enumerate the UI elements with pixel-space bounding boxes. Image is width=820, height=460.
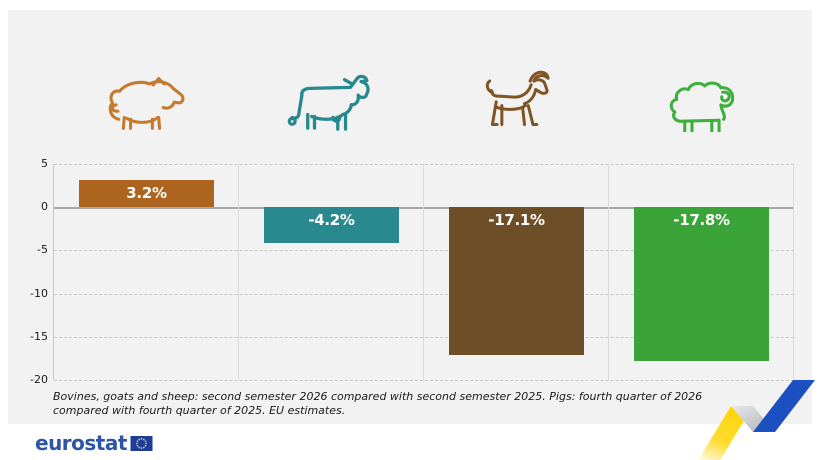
zero-gridline: [54, 207, 794, 210]
icon-cell-sheep: [608, 62, 793, 132]
icon-cell-goats: [423, 62, 608, 132]
animal-icons-row: [53, 62, 793, 132]
eu-flag-icon: [130, 435, 153, 451]
eurostat-logo-text: eurostat: [35, 431, 127, 455]
column-separator: [238, 164, 239, 380]
chart-footnote: Bovines, goats and sheep: second semeste…: [53, 390, 703, 417]
bar-goats: -17.1%: [449, 207, 584, 355]
gridline: [54, 293, 794, 295]
gridline: [54, 250, 794, 252]
y-axis-tick-label: -10: [30, 286, 48, 300]
gridline: [54, 164, 794, 165]
pig-icon: [108, 76, 184, 130]
column-separator: [793, 164, 794, 380]
bar-value-label: -4.2%: [308, 211, 355, 230]
y-axis-tick-label: -15: [30, 329, 48, 343]
bar-value-label: 3.2%: [126, 183, 167, 202]
gridline: [54, 336, 794, 338]
y-axis-tick-label: -20: [30, 373, 48, 386]
column-separator: [423, 164, 424, 380]
y-axis-tick-label: -5: [37, 243, 48, 257]
bar-bovines: -4.2%: [264, 207, 399, 244]
bar-chart: 5 0 -5 -10 -15 -20 3.2% -4.2% -17.1% -17.8%: [30, 157, 794, 386]
cow-icon: [287, 74, 370, 131]
bar-value-label: -17.1%: [488, 211, 545, 230]
eurostat-logo: eurostat: [35, 431, 153, 455]
goat-icon: [485, 70, 550, 126]
bar-sheep: -17.8%: [634, 207, 769, 361]
sheep-icon: [669, 81, 734, 132]
gridline: [54, 380, 794, 381]
icon-cell-bovines: [238, 62, 423, 132]
y-axis-tick-label: 5: [41, 157, 48, 170]
y-axis-tick-label: 0: [41, 200, 48, 214]
eurostat-ribbon-graphic: [698, 380, 815, 460]
bar-value-label: -17.8%: [673, 211, 730, 230]
column-separator: [608, 164, 609, 380]
bar-pigs: 3.2%: [79, 179, 214, 208]
chart-panel: 5 0 -5 -10 -15 -20 3.2% -4.2% -17.1% -17.8% Bovin…: [8, 10, 812, 424]
icon-cell-pigs: [53, 62, 238, 132]
